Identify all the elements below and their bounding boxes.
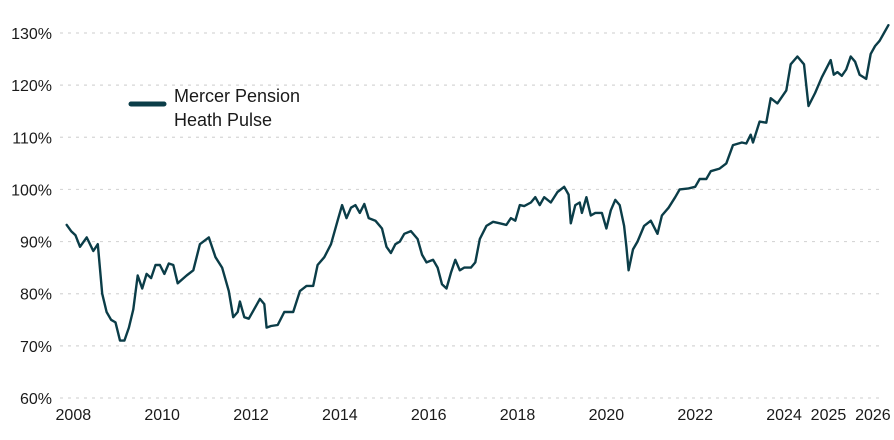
x-tick-label: 2016 <box>411 407 447 424</box>
series-line <box>65 24 890 342</box>
y-tick-label: 90% <box>20 235 52 252</box>
y-tick-label: 80% <box>20 287 52 304</box>
x-tick-label: 2012 <box>233 407 269 424</box>
x-tick-label: 2014 <box>322 407 358 424</box>
x-axis-tick-labels: 2008 2010 2012 2014 2016 2018 2020 2022 2024 2025… <box>56 407 891 424</box>
y-tick-label: 70% <box>20 339 52 356</box>
y-tick-label: 100% <box>11 182 52 199</box>
x-tick-label: 2018 <box>500 407 536 424</box>
x-tick-label: 2020 <box>589 407 625 424</box>
x-tick-label: 2024 <box>766 407 802 424</box>
y-tick-label: 120% <box>11 78 52 95</box>
y-tick-label: 60% <box>20 391 52 408</box>
x-tick-label: 2025 <box>811 407 847 424</box>
y-tick-label: 110% <box>12 130 52 147</box>
legend-label-line-1: Mercer Pension <box>174 86 300 106</box>
y-axis-tick-labels: 60% 70% 80% 90% 100% 110% 120% 130% <box>11 26 52 408</box>
series-layer <box>65 24 890 342</box>
x-tick-label: 2008 <box>56 407 92 424</box>
x-tick-label: 2026 <box>855 407 891 424</box>
x-tick-label: 2022 <box>677 407 713 424</box>
grid-lines <box>60 32 884 399</box>
legend: Mercer Pension Heath Pulse <box>128 86 300 130</box>
x-tick-label: 2010 <box>144 407 180 424</box>
y-tick-label: 130% <box>11 26 52 43</box>
legend-label-line-2: Heath Pulse <box>174 110 272 130</box>
